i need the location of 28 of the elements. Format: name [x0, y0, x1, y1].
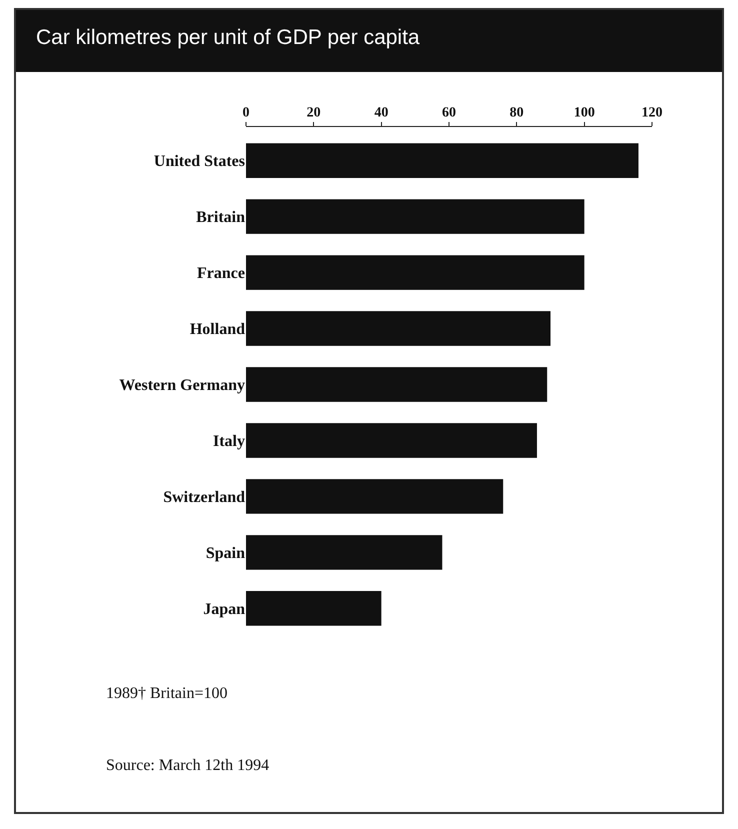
text: 1989† Britain=100: [106, 685, 228, 702]
source-note: Source: March 12th 1994: [106, 757, 270, 774]
bar: [246, 591, 382, 626]
x-tick-label: 0: [242, 105, 250, 120]
y-tick-label: Switzerland: [163, 489, 246, 506]
x-tick-label: 60: [442, 105, 456, 120]
bar: [246, 255, 584, 290]
y-tick-label: France: [197, 265, 245, 282]
x-tick-label: 20: [306, 105, 321, 120]
bar: [246, 143, 638, 178]
chart-title: Car kilometres per unit of GDP per capita: [16, 10, 722, 72]
bar: [246, 479, 504, 514]
y-tick-label: United States: [154, 153, 245, 170]
y-tick-label: Italy: [213, 433, 245, 450]
y-tick-label: Holland: [190, 321, 246, 338]
y-tick-label: Western Germany: [119, 377, 245, 394]
y-tick-label: Japan: [203, 601, 246, 618]
x-tick-label: 120: [642, 105, 662, 120]
bar: [246, 311, 550, 346]
x-tick-label: 80: [510, 105, 524, 120]
x-tick-label: 40: [374, 105, 388, 120]
y-tick-label: Britain: [196, 209, 246, 226]
bar: [246, 199, 584, 234]
x-tick-label: 100: [574, 105, 595, 120]
bar: [246, 535, 442, 570]
bar: [246, 367, 548, 402]
y-tick-label: Spain: [206, 545, 246, 562]
bar: [246, 423, 537, 458]
